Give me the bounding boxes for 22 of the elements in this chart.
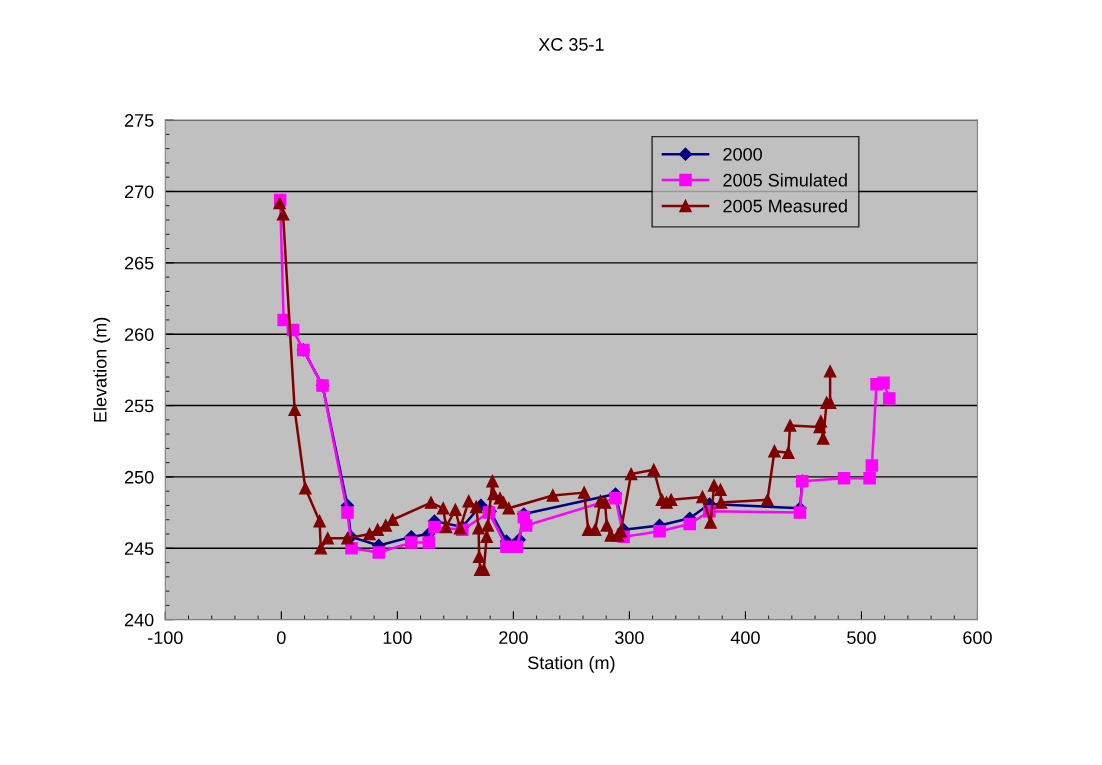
x-tick-label: 100 xyxy=(383,631,412,645)
y-tick-label: 245 xyxy=(124,542,154,556)
legend-label: 2005 Simulated xyxy=(723,173,847,187)
x-tick-label: 0 xyxy=(277,631,286,645)
y-axis-title: Elevation (m) xyxy=(93,317,111,422)
x-tick-label: 400 xyxy=(730,631,760,645)
y-tick-label: 275 xyxy=(124,114,154,127)
legend-label: 2005 Measured xyxy=(723,199,847,213)
y-tick-label: 270 xyxy=(124,185,154,199)
x-axis-title: Station (m) xyxy=(528,655,615,673)
x-tick-label: -100 xyxy=(148,631,183,645)
x-tick-label: 200 xyxy=(499,631,528,645)
y-tick-label: 240 xyxy=(124,613,154,627)
x-tick-label: 600 xyxy=(963,631,992,645)
y-tick-label: 265 xyxy=(124,256,154,270)
chart-title: XC 35-1 xyxy=(538,38,604,51)
y-tick-label: 260 xyxy=(124,328,154,341)
y-tick-label: 250 xyxy=(124,470,154,484)
legend-label: 2000 xyxy=(723,147,762,161)
y-tick-label: 255 xyxy=(124,399,154,413)
x-tick-label: 500 xyxy=(847,631,876,645)
x-tick-label: 300 xyxy=(615,631,644,645)
